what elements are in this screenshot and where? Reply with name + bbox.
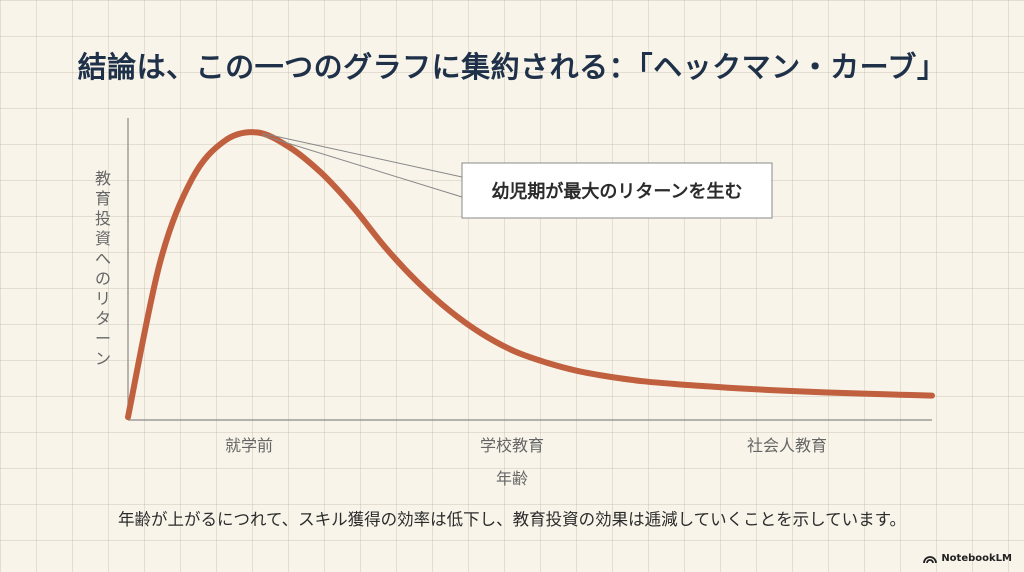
y-axis-title-char: タ: [95, 309, 111, 328]
notebooklm-logo-icon: [923, 556, 938, 564]
callout-leader-lower: [262, 134, 463, 198]
x-axis-title: 年齢: [496, 469, 528, 488]
callout-layer: 幼児期が最大のリターンを生む: [262, 132, 773, 219]
x-tick-label: 就学前: [225, 436, 273, 455]
y-axis-title-char: 教: [95, 169, 111, 188]
x-tick-label: 社会人教育: [747, 436, 827, 455]
y-axis-title-char: 投: [95, 209, 111, 228]
y-axis-title-char: ン: [95, 349, 111, 368]
callout-text: 幼児期が最大のリターンを生む: [491, 181, 742, 203]
y-axis-title-char: へ: [95, 249, 111, 268]
slide-title: 結論は、この一つのグラフに集約される：「ヘックマン・カーブ」: [77, 50, 947, 84]
y-axis-title-char: リ: [95, 289, 111, 308]
callout-leader-upper: [262, 132, 463, 178]
y-axis-title-char: ー: [95, 329, 111, 348]
y-axis-title-char: の: [95, 269, 111, 288]
callout-box: [461, 162, 773, 219]
return-curve-line: [125, 129, 935, 421]
slide-caption: 年齢が上がるにつれて、スキル獲得の効率は低下し、教育投資の効果は逓減していくこと…: [117, 510, 907, 529]
y-axis-title-char: 育: [95, 189, 111, 208]
brand-badge: NotebookLM: [923, 553, 1012, 564]
curve-layer: [125, 129, 935, 421]
y-axis-title-char: 資: [95, 229, 111, 248]
chart-axes: [127, 118, 932, 421]
brand-name: NotebookLM: [941, 553, 1012, 564]
x-tick-label: 学校教育: [480, 436, 544, 455]
